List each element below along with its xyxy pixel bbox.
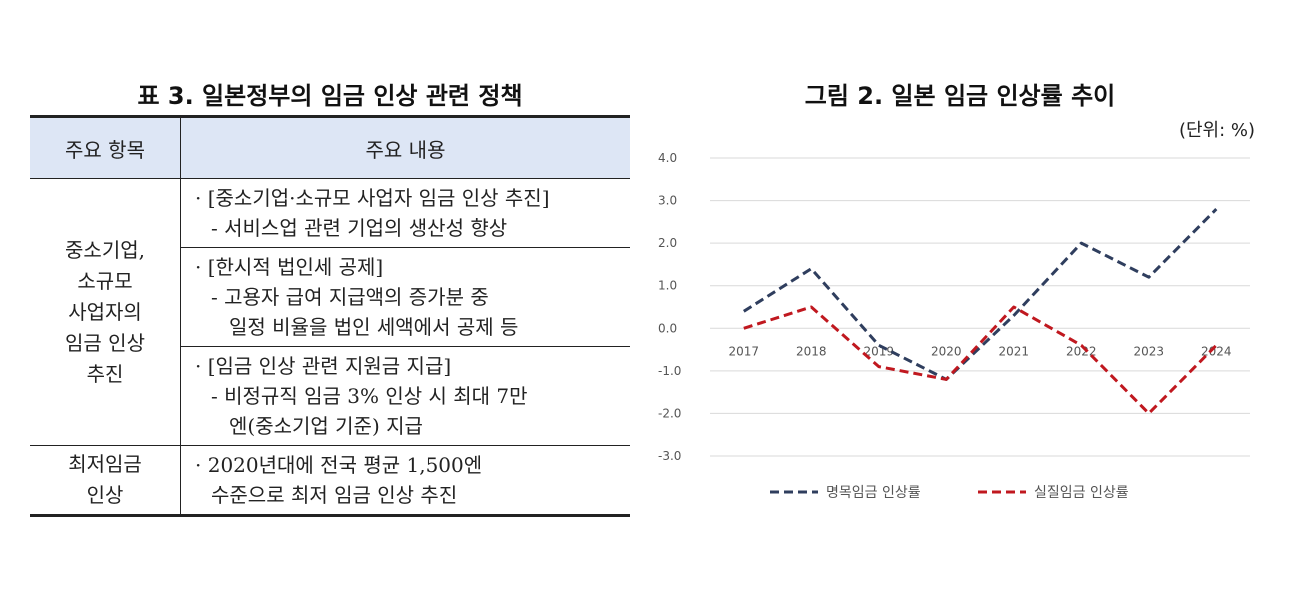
content-line: · [임금 인상 관련 지원금 지급] [195, 354, 452, 378]
item-line: 소규모 [77, 268, 133, 293]
y-tick-label: -1.0 [658, 364, 681, 378]
table-row: · [한시적 법인세 공제] - 고용자 급여 지급액의 증가분 중 일정 비율… [30, 247, 630, 347]
legend-label: 실질임금 인상률 [1034, 485, 1129, 501]
y-tick-label: 1.0 [658, 279, 677, 293]
item-line: 임금 인상 [65, 330, 145, 355]
header-item: 주요 항목 [30, 115, 181, 179]
content-line: 일정 비율을 법인 세액에서 공제 등 [229, 315, 519, 339]
chart-title: 그림 2. 일본 임금 인상률 추이 [804, 82, 1116, 110]
item-line: 사업자의 [68, 299, 142, 324]
table-row: · [임금 인상 관련 지원금 지급] - 비정규직 임금 3% 인상 시 최대… [30, 346, 630, 446]
content-cell: · [중소기업·소규모 사업자 임금 인상 추진] - 서비스업 관련 기업의 … [180, 178, 630, 248]
y-tick-label: 0.0 [658, 321, 677, 335]
x-tick-label: 2020 [931, 344, 962, 358]
legend-label: 명목임금 인상률 [826, 485, 921, 501]
chart-unit: (단위: %) [1178, 120, 1255, 141]
content-line: 수준으로 최저 임금 인상 추진 [211, 483, 458, 507]
content-line: - 고용자 급여 지급액의 증가분 중 [211, 285, 489, 309]
real-wage-line [743, 305, 1218, 415]
table-header-row: 주요 항목 주요 내용 [30, 115, 630, 179]
y-tick-label: -2.0 [658, 406, 681, 420]
x-tick-label: 2018 [796, 344, 827, 358]
y-tick-label: 2.0 [658, 236, 677, 250]
content-line: · 2020년대에 전국 평균 1,500엔 [195, 453, 483, 477]
content-cell: · [한시적 법인세 공제] - 고용자 급여 지급액의 증가분 중 일정 비율… [180, 247, 630, 347]
header-content: 주요 내용 [180, 115, 630, 179]
content-line: · [중소기업·소규모 사업자 임금 인상 추진] [195, 186, 550, 210]
content-line: - 서비스업 관련 기업의 생산성 향상 [211, 216, 508, 240]
content-line: · [한시적 법인세 공제] [195, 255, 384, 279]
x-tick-label: 2022 [1066, 344, 1097, 358]
policy-table: 주요 항목 주요 내용 중소기업, 소규모 사업자의 임금 인상 추진 · [중… [30, 115, 630, 517]
item-minimum-wage: 최저임금 인상 [30, 445, 181, 517]
x-tick-label: 2024 [1201, 344, 1232, 358]
item-line: 중소기업, [65, 237, 145, 262]
item-line: 최저임금 [68, 452, 142, 476]
table-row: 중소기업, 소규모 사업자의 임금 인상 추진 · [중소기업·소규모 사업자 … [30, 178, 630, 446]
table-row: 최저임금 인상 · 2020년대에 전국 평균 1,500엔 수준으로 최저 임… [30, 445, 630, 517]
item-line: 인상 [86, 483, 124, 507]
y-tick-label: 4.0 [658, 151, 677, 165]
x-tick-label: 2017 [728, 344, 759, 358]
item-sme-wage: 중소기업, 소규모 사업자의 임금 인상 추진 [30, 178, 181, 446]
table-title: 표 3. 일본정부의 임금 인상 관련 정책 [137, 82, 523, 110]
content-line: - 비정규직 임금 3% 인상 시 최대 7만 [211, 384, 528, 408]
content-cell: · [임금 인상 관련 지원금 지급] - 비정규직 임금 3% 인상 시 최대… [180, 346, 630, 446]
nominal-wage-line [742, 208, 1218, 381]
content-cell: · 2020년대에 전국 평균 1,500엔 수준으로 최저 임금 인상 추진 [180, 445, 630, 517]
item-line: 추진 [86, 361, 124, 386]
x-tick-label: 2023 [1133, 344, 1164, 358]
content-line: 엔(중소기업 기준) 지급 [229, 414, 423, 438]
x-tick-label: 2021 [998, 344, 1029, 358]
y-tick-label: 3.0 [658, 194, 677, 208]
y-tick-label: -3.0 [658, 449, 681, 463]
